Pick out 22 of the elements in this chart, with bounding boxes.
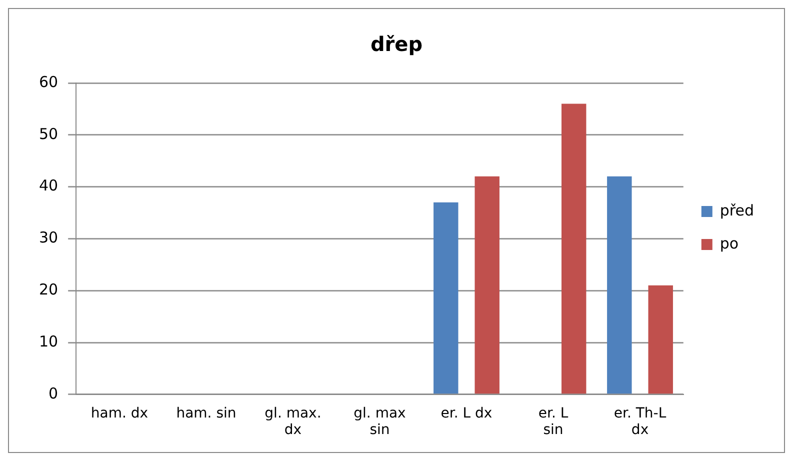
bar	[607, 176, 632, 394]
x-tick-label: gl. max sin	[354, 405, 406, 438]
y-tick-label: 20	[38, 280, 58, 298]
x-tick-label: er. L dx	[440, 405, 492, 422]
legend-label: před	[720, 201, 754, 220]
y-tick-label: 30	[38, 228, 58, 247]
y-tick-label: 40	[38, 176, 58, 195]
bar	[648, 285, 673, 394]
bar	[561, 104, 586, 394]
y-tick-label: 50	[38, 124, 58, 143]
y-tick-label: 0	[48, 384, 58, 402]
x-tick-label: er. L sin	[538, 405, 568, 438]
legend-label: po	[720, 234, 739, 252]
x-tick-label: ham. sin	[176, 405, 236, 422]
x-tick-label: er. Th-L dx	[614, 405, 666, 438]
x-tick-label: ham. dx	[90, 405, 148, 422]
y-tick-label: 10	[38, 332, 58, 350]
y-tick-label: 60	[38, 72, 58, 91]
bar	[474, 176, 500, 394]
bar	[434, 202, 458, 394]
x-tick-label: gl. max. dx	[264, 405, 322, 438]
chart-title: dřep	[370, 32, 423, 56]
